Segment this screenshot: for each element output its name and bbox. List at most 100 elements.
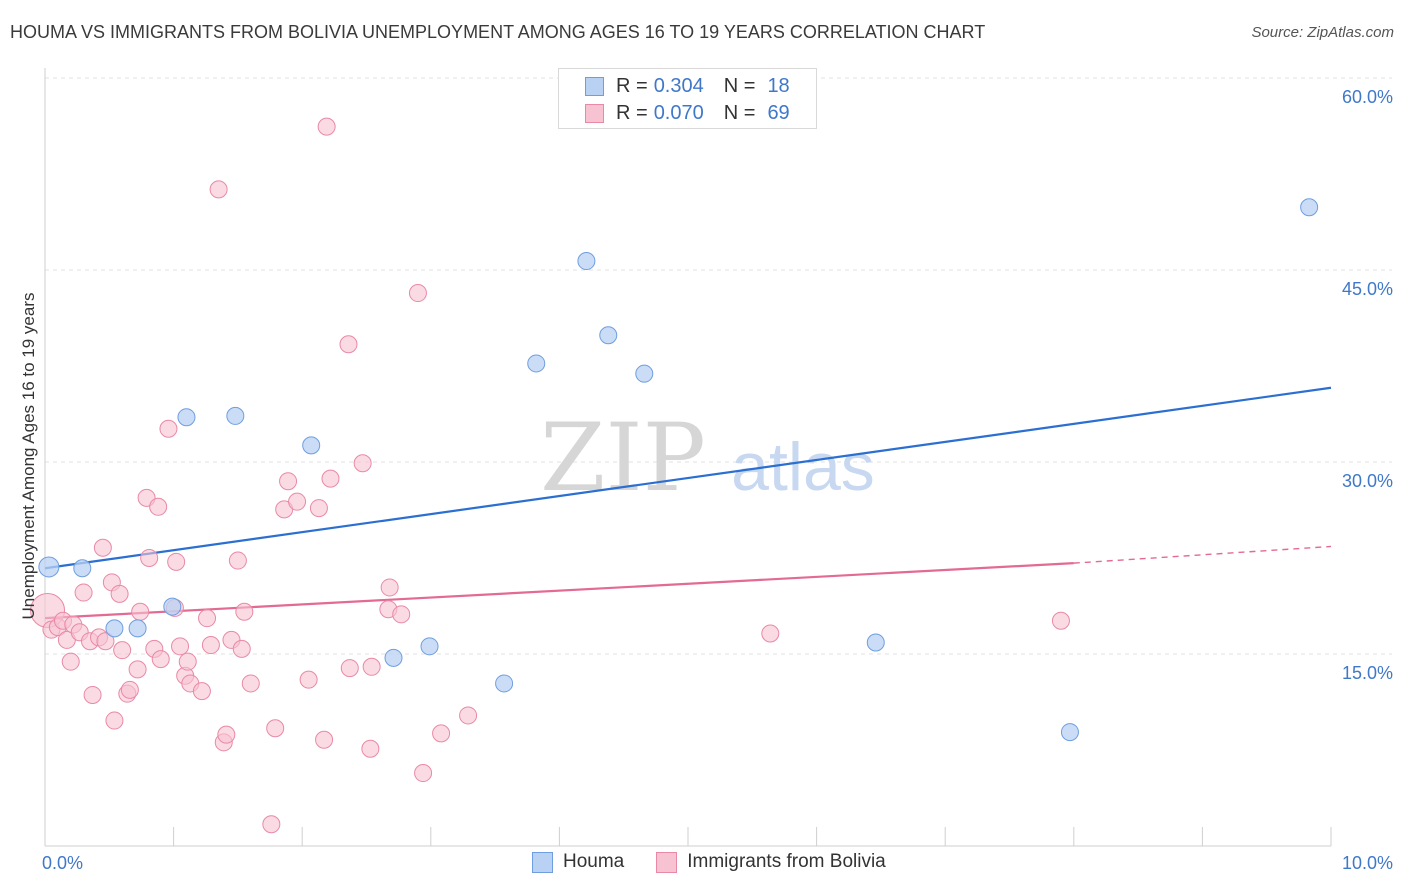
data-point-bolivia	[309, 499, 328, 518]
series-legend: Houma Immigrants from Bolivia	[532, 851, 918, 873]
legend-r-value: 0.304	[653, 74, 704, 97]
data-point-houma	[1060, 723, 1079, 742]
points-bolivia	[30, 117, 1070, 834]
trend-line-houma	[44, 386, 1332, 570]
data-point-bolivia	[321, 469, 340, 488]
data-point-bolivia	[217, 725, 236, 744]
data-point-bolivia	[201, 636, 220, 655]
data-point-bolivia	[288, 492, 307, 511]
watermark-zip: ZIP	[540, 404, 706, 513]
data-point-houma	[105, 619, 124, 638]
legend-swatch-bolivia	[585, 103, 604, 123]
chart-title: HOUMA VS IMMIGRANTS FROM BOLIVIA UNEMPLO…	[10, 22, 986, 42]
data-point-houma	[73, 559, 92, 578]
data-point-houma	[577, 252, 596, 271]
data-point-bolivia	[128, 660, 147, 679]
legend-r-value: 0.070	[653, 101, 704, 124]
data-point-bolivia	[96, 632, 115, 651]
data-point-bolivia	[83, 685, 102, 704]
data-point-bolivia	[192, 682, 211, 701]
data-point-bolivia	[459, 706, 478, 725]
data-point-bolivia	[241, 674, 260, 693]
x-tick-label: 0.0%	[42, 853, 83, 873]
data-point-bolivia	[167, 552, 186, 571]
data-point-bolivia	[151, 650, 170, 669]
data-point-houma	[177, 408, 196, 427]
data-point-houma	[599, 326, 618, 345]
trend-line-bolivia-extension	[1073, 545, 1332, 564]
data-point-bolivia	[178, 652, 197, 671]
legend-swatch-houma	[532, 851, 553, 873]
data-point-houma	[302, 436, 321, 455]
y-tick-label: 60.0%	[1342, 87, 1393, 107]
data-point-bolivia	[105, 711, 124, 730]
data-point-houma	[384, 648, 403, 667]
axes	[44, 68, 1332, 847]
data-point-houma	[128, 619, 147, 638]
data-point-bolivia	[317, 117, 336, 136]
data-point-bolivia	[362, 657, 381, 676]
data-point-bolivia	[110, 584, 129, 603]
data-point-bolivia	[232, 639, 251, 658]
data-point-bolivia	[339, 335, 358, 354]
data-point-houma	[420, 637, 439, 656]
data-point-houma	[163, 597, 182, 616]
data-point-bolivia	[392, 605, 411, 624]
legend-row-bolivia: R = 0.070 N = 69	[585, 100, 790, 126]
data-point-bolivia	[93, 538, 112, 557]
legend-swatch-houma	[585, 76, 604, 96]
legend-item-houma[interactable]: Houma	[532, 851, 624, 873]
legend-n-label: N =	[723, 74, 756, 97]
trend-line-bolivia	[44, 562, 1074, 620]
legend-label-bolivia: Immigrants from Bolivia	[687, 851, 886, 872]
y-axis-label: Unemployment Among Ages 16 to 19 years	[19, 292, 38, 620]
data-point-bolivia	[353, 454, 372, 473]
legend-n-value: 69	[767, 101, 790, 124]
data-point-bolivia	[1051, 611, 1070, 630]
data-point-houma	[226, 406, 245, 425]
data-point-bolivia	[140, 549, 159, 567]
legend-item-bolivia[interactable]: Immigrants from Bolivia	[656, 851, 886, 873]
data-point-bolivia	[266, 719, 285, 738]
data-point-bolivia	[361, 739, 380, 758]
data-point-bolivia	[228, 551, 247, 570]
data-point-bolivia	[159, 419, 178, 438]
data-point-bolivia	[120, 680, 139, 699]
data-point-bolivia	[380, 578, 399, 597]
data-point-houma	[866, 633, 885, 652]
trend-lines	[44, 386, 1332, 620]
data-point-houma	[495, 674, 514, 693]
source-label: Source: ZipAtlas.com	[1251, 24, 1394, 41]
legend-n-value: 18	[767, 74, 790, 97]
data-point-bolivia	[198, 609, 217, 628]
y-tick-label: 30.0%	[1342, 471, 1393, 491]
data-point-bolivia	[149, 497, 168, 516]
points-houma	[38, 198, 1319, 742]
data-point-bolivia	[279, 472, 298, 491]
y-tick-label: 15.0%	[1342, 663, 1393, 683]
data-point-bolivia	[61, 652, 80, 671]
legend-swatch-bolivia	[656, 851, 678, 873]
data-point-bolivia	[113, 641, 132, 660]
correlation-legend: R = 0.304 N = 18 R = 0.070 N = 69	[558, 68, 817, 129]
data-point-bolivia	[131, 602, 150, 621]
data-point-bolivia	[299, 670, 318, 689]
data-point-bolivia	[414, 764, 433, 783]
legend-label-houma: Houma	[563, 851, 625, 872]
legend-r-label: R =	[616, 74, 648, 97]
data-point-houma	[38, 556, 60, 578]
grid-lines	[45, 77, 1392, 655]
legend-r-label: R =	[616, 101, 648, 124]
x-tick-label: 10.0%	[1342, 853, 1393, 873]
data-point-bolivia	[408, 284, 427, 303]
legend-row-houma: R = 0.304 N = 18	[585, 73, 790, 99]
data-point-bolivia	[340, 659, 359, 678]
data-point-bolivia	[209, 180, 228, 199]
y-tick-label: 45.0%	[1342, 279, 1393, 299]
data-point-houma	[527, 354, 546, 373]
data-point-bolivia	[262, 815, 281, 834]
data-point-bolivia	[235, 602, 254, 621]
data-point-bolivia	[171, 637, 190, 656]
data-point-houma	[1300, 198, 1319, 217]
